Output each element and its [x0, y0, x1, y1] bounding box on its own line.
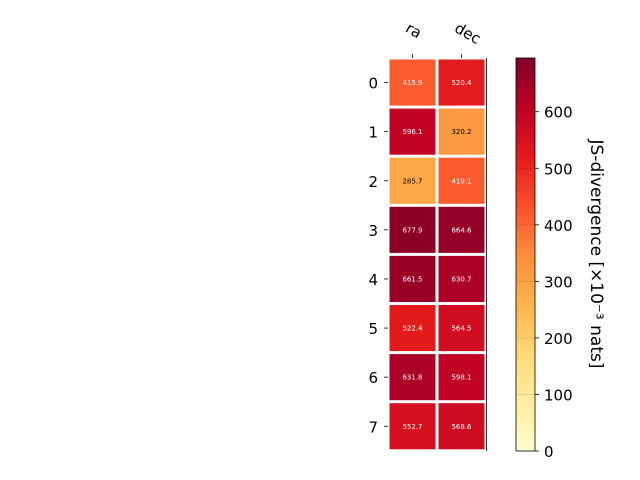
heatmap-cell [438, 354, 485, 401]
row-tick-label: 0 [368, 75, 378, 93]
heatmap-cell [438, 255, 485, 302]
heatmap-cell [389, 305, 436, 352]
cell-value-label: 285.7 [402, 177, 422, 185]
cell-value-label: 631.8 [402, 374, 422, 382]
cell-value-label: 661.5 [402, 275, 422, 283]
heatmap-cell [438, 305, 485, 352]
colorbar-tick-label: 400 [544, 217, 573, 235]
cell-value-label: 520.4 [451, 79, 472, 87]
heatmap-cell [438, 59, 485, 106]
cell-value-label: 630.7 [451, 275, 471, 283]
heatmap-cell [438, 206, 485, 253]
cell-value-label: 522.4 [402, 325, 423, 333]
cell-value-label: 598.1 [451, 374, 471, 382]
cell-value-label: 596.1 [402, 128, 422, 136]
heatmap-cell [438, 157, 485, 204]
row-tick-label: 1 [368, 124, 378, 142]
row-tick-label: 6 [368, 369, 378, 387]
cell-value-label: 664.6 [451, 226, 472, 234]
cell-value-label: 552.7 [402, 423, 422, 431]
colorbar-tick-label: 200 [544, 330, 573, 348]
heatmap-cells: 415.9 520.4 596.1 320.2 285.7 419.1 677.9 664.6… [389, 59, 485, 450]
cell-value-label: 415.9 [402, 79, 422, 87]
heatmap-cell [438, 108, 485, 155]
row-tick-labels: 0 1 2 3 4 5 6 7 [368, 75, 388, 436]
heatmap-cell [438, 403, 485, 450]
cell-value-label: 419.1 [451, 177, 471, 185]
row-tick-label: 5 [368, 320, 378, 338]
cell-value-label: 568.6 [451, 423, 472, 431]
row-tick-label: 7 [368, 418, 378, 436]
row-tick-label: 4 [368, 271, 378, 289]
heatmap-cell [389, 108, 436, 155]
cell-value-label: 320.2 [451, 128, 471, 136]
cell-value-label: 564.5 [451, 325, 471, 333]
colorbar-ticks: 0 100 200 300 400 500 600 [516, 104, 573, 461]
colorbar-tick-label: 300 [544, 273, 573, 291]
heatmap-cell [389, 403, 436, 450]
column-tick-label: ra [403, 19, 425, 42]
row-tick-label: 3 [368, 222, 378, 240]
heatmap-cell [389, 157, 436, 204]
heatmap-cell [389, 354, 436, 401]
colorbar-tick-label: 0 [544, 443, 554, 461]
column-tick-label: dec [452, 19, 484, 48]
colorbar-tick-label: 500 [544, 160, 573, 178]
colorbar-tick-label: 600 [544, 104, 573, 122]
heatmap-cell [389, 206, 436, 253]
row-tick-label: 2 [368, 173, 378, 191]
cell-value-label: 677.9 [402, 226, 422, 234]
colorbar [515, 57, 536, 452]
colorbar-tick-label: 100 [544, 386, 573, 404]
heatmap-cell [389, 255, 436, 302]
column-tick-labels: ra dec [403, 19, 484, 58]
heatmap-cell [389, 59, 436, 106]
colorbar-label: JS-divergence [×10⁻³ nats] [586, 139, 606, 369]
